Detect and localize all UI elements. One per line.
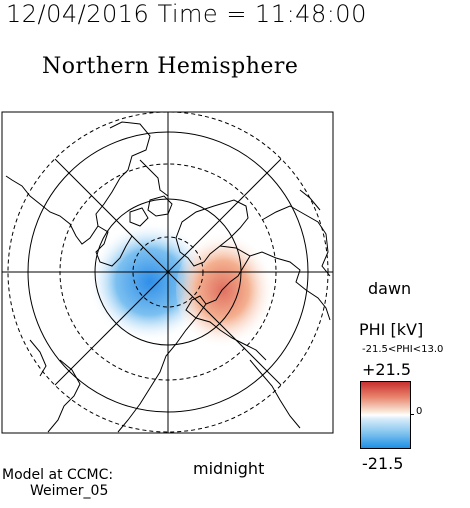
positive-potential-cell: [176, 232, 280, 348]
page-title: Northern Hemisphere: [42, 54, 299, 79]
colorbar: [360, 381, 411, 449]
colorbar-max-label: +21.5: [362, 360, 412, 379]
colorbar-title: PHI [kV]: [359, 320, 424, 339]
local-time-grid: [2, 112, 333, 433]
colorbar-zero-tick: [410, 414, 414, 415]
dawn-label: dawn: [368, 279, 412, 298]
model-source: Model at CCMC:: [2, 467, 114, 483]
colorbar-min-label: -21.5: [362, 454, 404, 473]
timestamp: 12/04/2016 Time = 11:48:00: [6, 0, 367, 28]
midnight-label: midnight: [193, 459, 265, 478]
colorbar-zero-label: 0: [416, 406, 423, 417]
model-name: Weimer_05: [30, 483, 109, 499]
colorbar-range: -21.5<PHI<13.0: [362, 344, 444, 355]
